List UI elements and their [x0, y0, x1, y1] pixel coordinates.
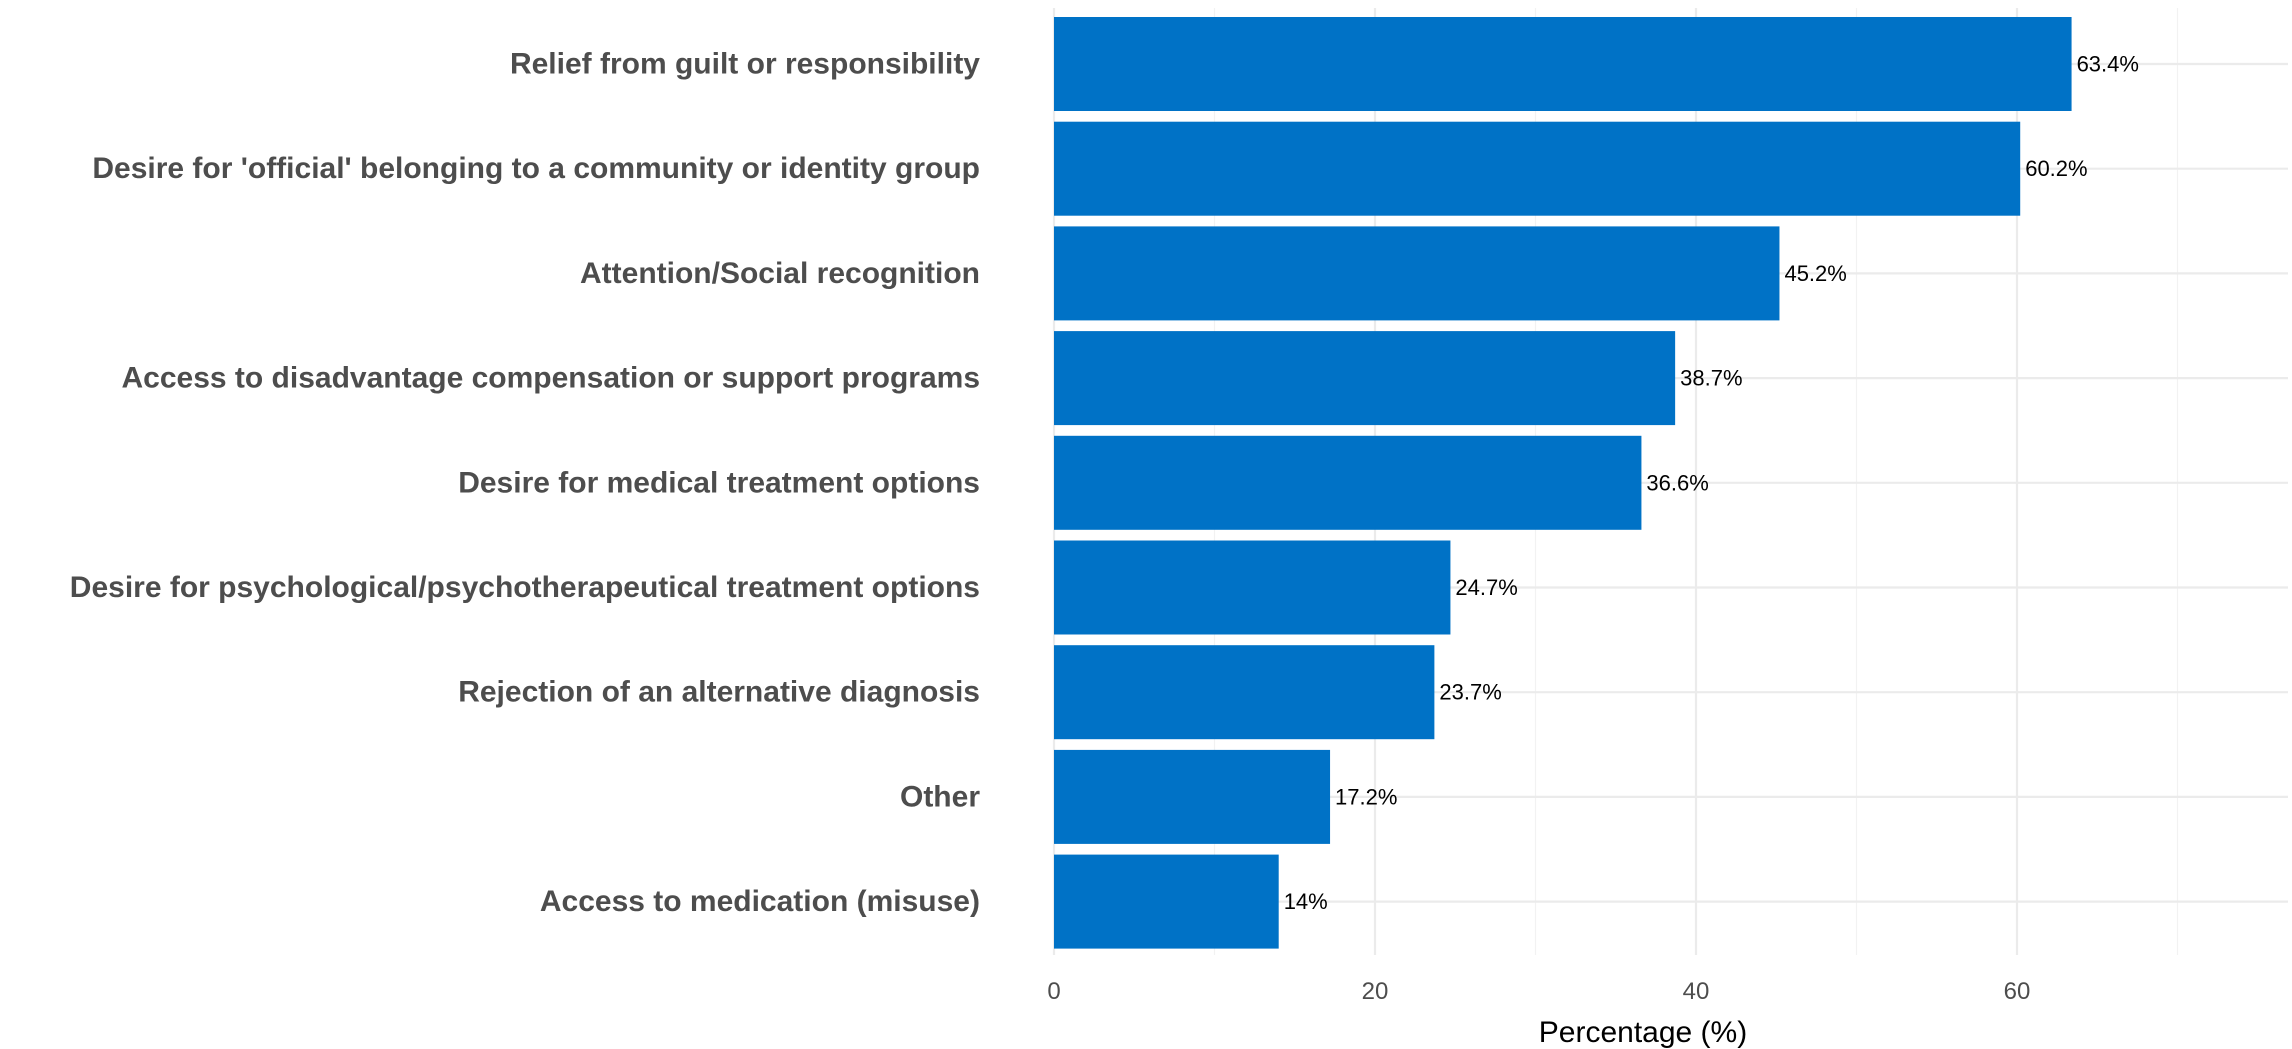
- bar: [1054, 645, 1435, 740]
- value-label: 24.7%: [1455, 575, 1517, 600]
- category-label: Desire for 'official' belonging to a com…: [92, 152, 980, 185]
- category-labels: Relief from guilt or responsibility Desir…: [70, 48, 981, 919]
- bar: [1054, 435, 1642, 530]
- category-label: Desire for medical treatment options: [458, 466, 980, 499]
- bar: [1054, 331, 1676, 426]
- category-label: Relief from guilt or responsibility: [510, 48, 980, 81]
- category-label: Attention/Social recognition: [580, 257, 980, 290]
- value-label: 63.4%: [2077, 52, 2139, 77]
- x-tick-label: 40: [1683, 978, 1710, 1005]
- value-label: 17.2%: [1335, 784, 1397, 809]
- value-label: 60.2%: [2025, 156, 2087, 181]
- bar: [1054, 749, 1331, 844]
- category-label: Other: [900, 780, 980, 813]
- x-axis-ticks: 0 20 40 60: [1047, 978, 2030, 1005]
- value-label: 23.7%: [1439, 680, 1501, 705]
- category-label: Desire for psychological/psychotherapeut…: [70, 571, 980, 604]
- bar: [1054, 17, 2072, 111]
- category-label: Rejection of an alternative diagnosis: [458, 676, 980, 709]
- bar: [1054, 226, 1780, 321]
- bar: [1054, 854, 1279, 949]
- x-tick-label: 20: [1362, 978, 1389, 1005]
- category-label: Access to disadvantage compensation or s…: [121, 362, 980, 395]
- value-label: 45.2%: [1784, 261, 1846, 286]
- x-axis-title: Percentage (%): [1539, 1016, 1747, 1049]
- category-label: Access to medication (misuse): [540, 885, 980, 918]
- value-label: 38.7%: [1680, 366, 1742, 391]
- bar: [1054, 121, 2021, 216]
- value-label: 14%: [1284, 889, 1328, 914]
- value-label: 36.6%: [1646, 470, 1708, 495]
- bars: [1054, 17, 2072, 949]
- x-tick-label: 60: [2004, 978, 2031, 1005]
- bar: [1054, 540, 1451, 635]
- x-tick-label: 0: [1047, 978, 1060, 1005]
- value-labels: 63.4% 60.2% 45.2% 38.7% 36.6% 24.7% 23.7% 17.2%…: [1284, 52, 2139, 915]
